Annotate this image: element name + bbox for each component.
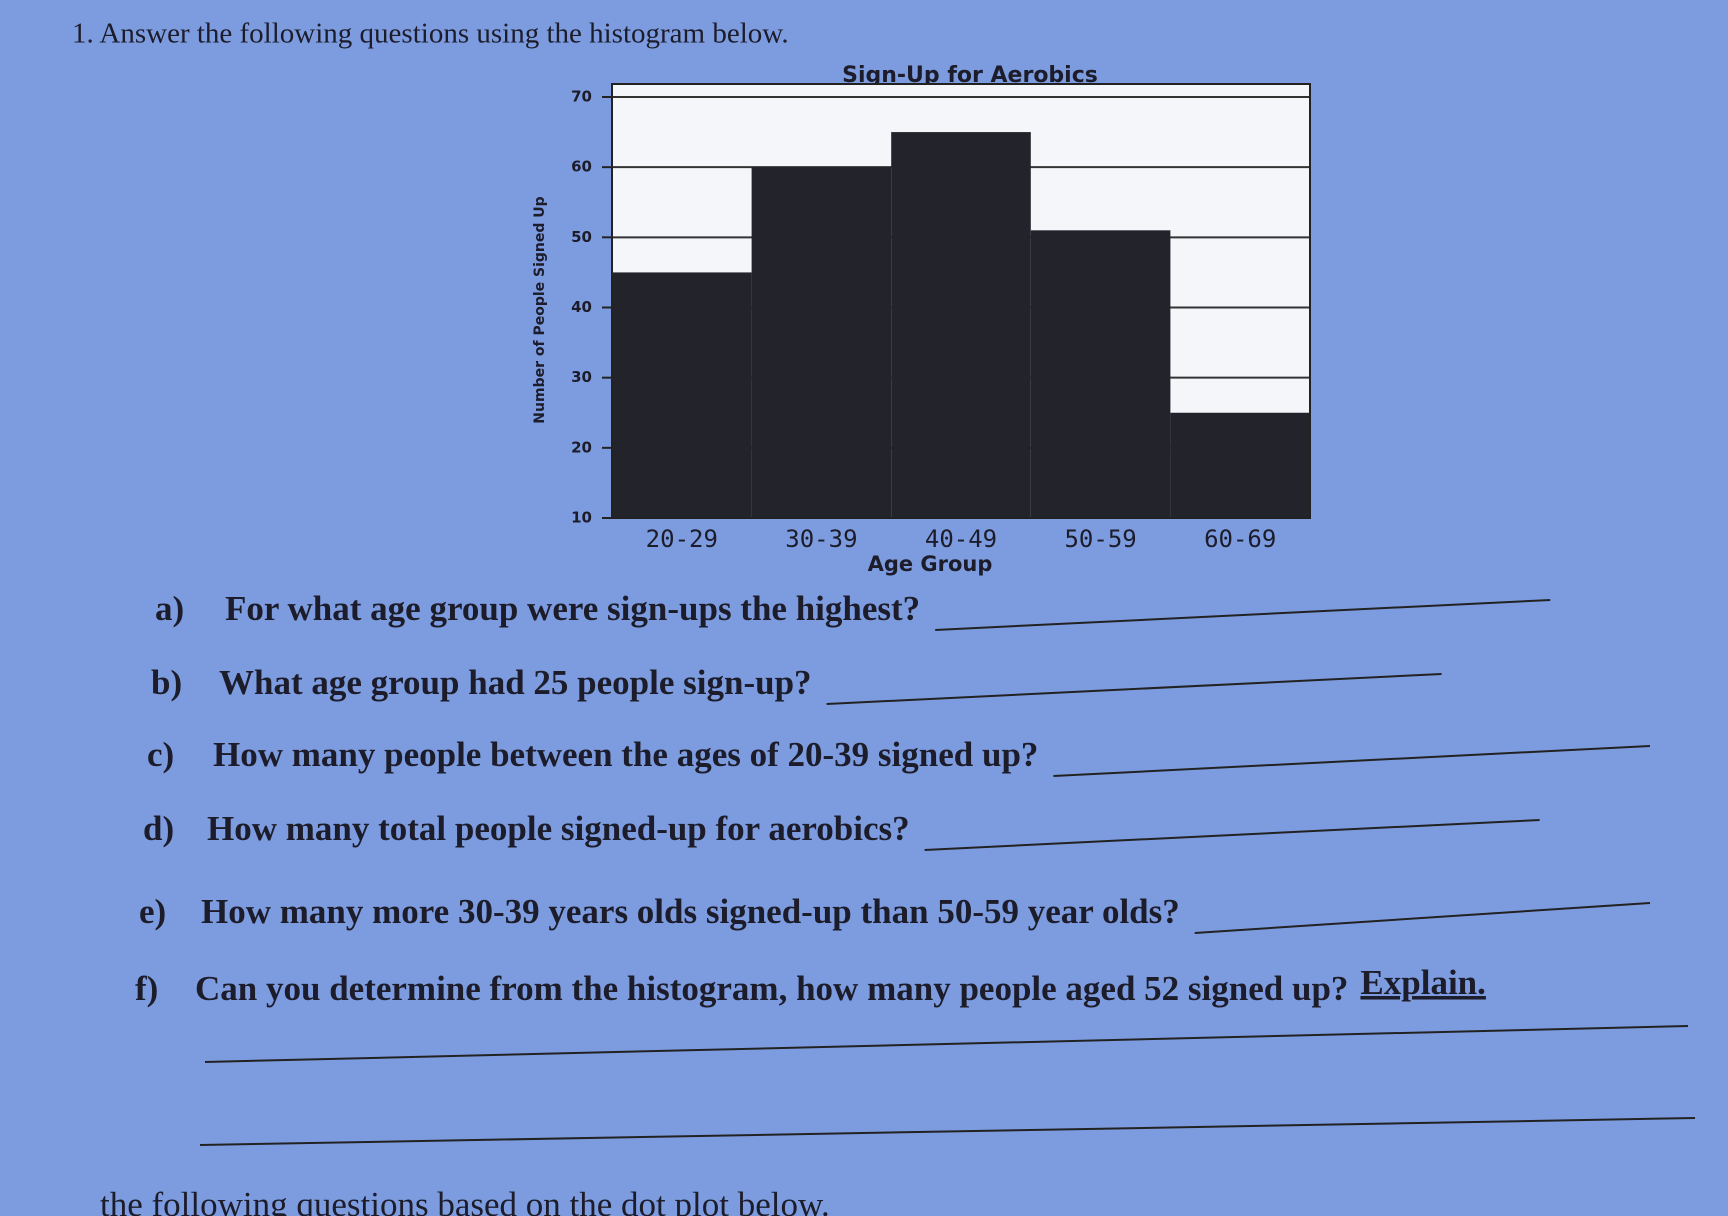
x-tick-label: 50-59 xyxy=(1064,525,1136,553)
bar xyxy=(891,132,1031,519)
y-tick-label: 70 xyxy=(571,88,592,106)
question-letter: d) xyxy=(143,809,174,848)
question-letter: b) xyxy=(151,663,182,702)
y-tick-label: 10 xyxy=(571,509,592,527)
question-text: What age group had 25 people sign-up? xyxy=(219,663,812,702)
bar xyxy=(1170,412,1310,518)
bar xyxy=(612,272,752,518)
x-tick-label: 30-39 xyxy=(785,525,857,553)
question-text: How many people between the ages of 20-3… xyxy=(213,735,1038,774)
footer-text: the following questions based on the dot… xyxy=(100,1185,830,1216)
emphasis: Explain. xyxy=(1360,963,1485,1002)
question-letter: c) xyxy=(147,735,174,774)
question-letter: e) xyxy=(139,892,166,931)
question-text: How many total people signed-up for aero… xyxy=(207,809,910,848)
question-text: How many more 30-39 years olds signed-up… xyxy=(201,892,1180,931)
y-axis-label: Number of People Signed Up xyxy=(532,196,548,423)
bar xyxy=(751,167,892,518)
answer-line xyxy=(826,673,1442,705)
x-tick-label: 40-49 xyxy=(925,525,997,553)
y-tick-label: 40 xyxy=(571,298,592,316)
y-tick-label: 20 xyxy=(571,438,592,456)
question-text: For what age group were sign-ups the hig… xyxy=(225,589,920,628)
bar xyxy=(1030,230,1171,519)
header: 1. Answer the following questions using … xyxy=(72,18,789,50)
answer-line xyxy=(204,1025,1689,1063)
y-tick-label: 60 xyxy=(571,158,592,176)
answer-line xyxy=(1053,745,1651,777)
x-tick-label: 20-29 xyxy=(646,525,718,553)
x-tick-label: 60-69 xyxy=(1204,525,1276,553)
question-letter: a) xyxy=(155,589,184,628)
answer-line xyxy=(924,819,1540,851)
question-text: Can you determine from the histogram, ho… xyxy=(195,969,1348,1008)
y-tick-label: 30 xyxy=(571,368,592,386)
question-letter: f) xyxy=(135,969,158,1008)
answer-line xyxy=(1194,902,1651,934)
answer-line xyxy=(199,1117,1696,1146)
answer-line xyxy=(935,599,1551,631)
x-axis-label: Age Group xyxy=(868,552,993,576)
plot-frame xyxy=(611,83,1311,519)
y-tick-label: 50 xyxy=(571,228,592,246)
